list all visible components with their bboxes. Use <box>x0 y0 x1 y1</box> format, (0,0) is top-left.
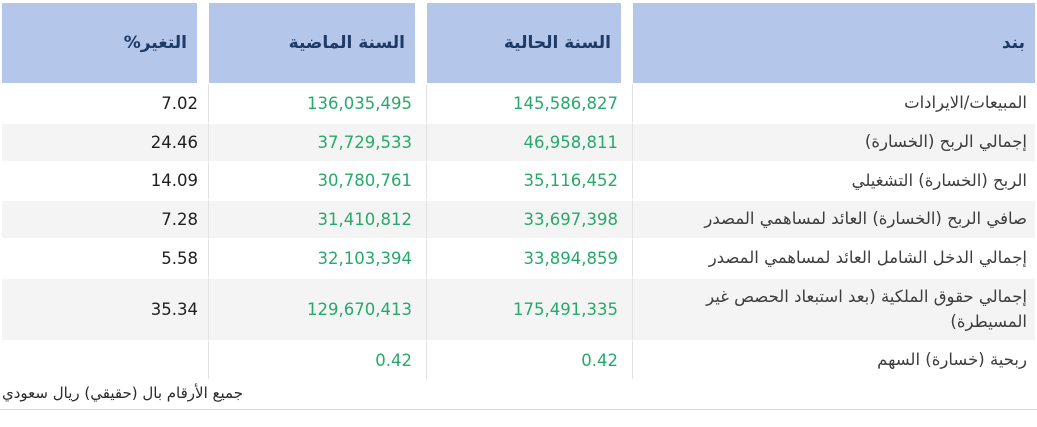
previous-year-cell: 31,410,812 <box>209 199 427 238</box>
table-row: إجمالي حقوق الملكية (بعد استبعاد الحصص غ… <box>2 276 1035 341</box>
column-header-item: بند <box>633 3 1035 83</box>
change-percent-cell: 35.34 <box>2 276 209 341</box>
change-percent-cell: 24.46 <box>2 121 209 161</box>
column-header-current-year: السنة الحالية <box>427 3 633 83</box>
table-row: إجمالي الربح (الخسارة) 46,958,811 37,729… <box>2 121 1035 161</box>
current-year-cell: 145,586,827 <box>427 83 633 122</box>
financial-summary-table: بند السنة الحالية السنة الماضية التغير% … <box>2 3 1035 379</box>
previous-year-cell: 136,035,495 <box>209 83 427 122</box>
current-year-cell: 0.42 <box>427 340 633 379</box>
current-year-cell: 35,116,452 <box>427 160 633 200</box>
currency-footnote: جميع الأرقام بال (حقيقي) ريال سعودي <box>2 384 243 402</box>
current-year-cell: 46,958,811 <box>427 121 633 161</box>
previous-year-cell: 37,729,533 <box>209 121 427 161</box>
item-cell: المبيعات/الايرادات <box>633 83 1035 122</box>
change-percent-cell <box>2 340 209 379</box>
item-cell: صافي الربح (الخسارة) العائد لمساهمي المص… <box>633 199 1035 238</box>
table-header: بند السنة الحالية السنة الماضية التغير% <box>2 3 1035 83</box>
change-percent-cell: 7.02 <box>2 83 209 122</box>
header-row: بند السنة الحالية السنة الماضية التغير% <box>2 3 1035 83</box>
current-year-cell: 33,697,398 <box>427 199 633 238</box>
previous-year-cell: 129,670,413 <box>209 276 427 341</box>
item-cell: إجمالي الدخل الشامل العائد لمساهمي المصد… <box>633 238 1035 277</box>
current-year-cell: 175,491,335 <box>427 276 633 341</box>
previous-year-cell: 0.42 <box>209 340 427 379</box>
table-body: المبيعات/الايرادات 145,586,827 136,035,4… <box>2 83 1035 379</box>
previous-year-cell: 32,103,394 <box>209 238 427 277</box>
item-cell: الربح (الخسارة) التشغيلي <box>633 160 1035 200</box>
item-cell: ربحية (خسارة) السهم <box>633 340 1035 379</box>
column-header-change-percent: التغير% <box>2 3 209 83</box>
item-cell: إجمالي الربح (الخسارة) <box>633 121 1035 161</box>
change-percent-cell: 14.09 <box>2 160 209 200</box>
table-row: صافي الربح (الخسارة) العائد لمساهمي المص… <box>2 199 1035 238</box>
column-header-previous-year: السنة الماضية <box>209 3 427 83</box>
change-percent-cell: 7.28 <box>2 199 209 238</box>
table-row: ربحية (خسارة) السهم 0.42 0.42 <box>2 340 1035 379</box>
previous-year-cell: 30,780,761 <box>209 160 427 200</box>
table-row: المبيعات/الايرادات 145,586,827 136,035,4… <box>2 83 1035 122</box>
table-row: إجمالي الدخل الشامل العائد لمساهمي المصد… <box>2 238 1035 277</box>
bottom-divider <box>0 409 1037 410</box>
item-cell: إجمالي حقوق الملكية (بعد استبعاد الحصص غ… <box>633 276 1035 341</box>
table-row: الربح (الخسارة) التشغيلي 35,116,452 30,7… <box>2 160 1035 200</box>
current-year-cell: 33,894,859 <box>427 238 633 277</box>
change-percent-cell: 5.58 <box>2 238 209 277</box>
